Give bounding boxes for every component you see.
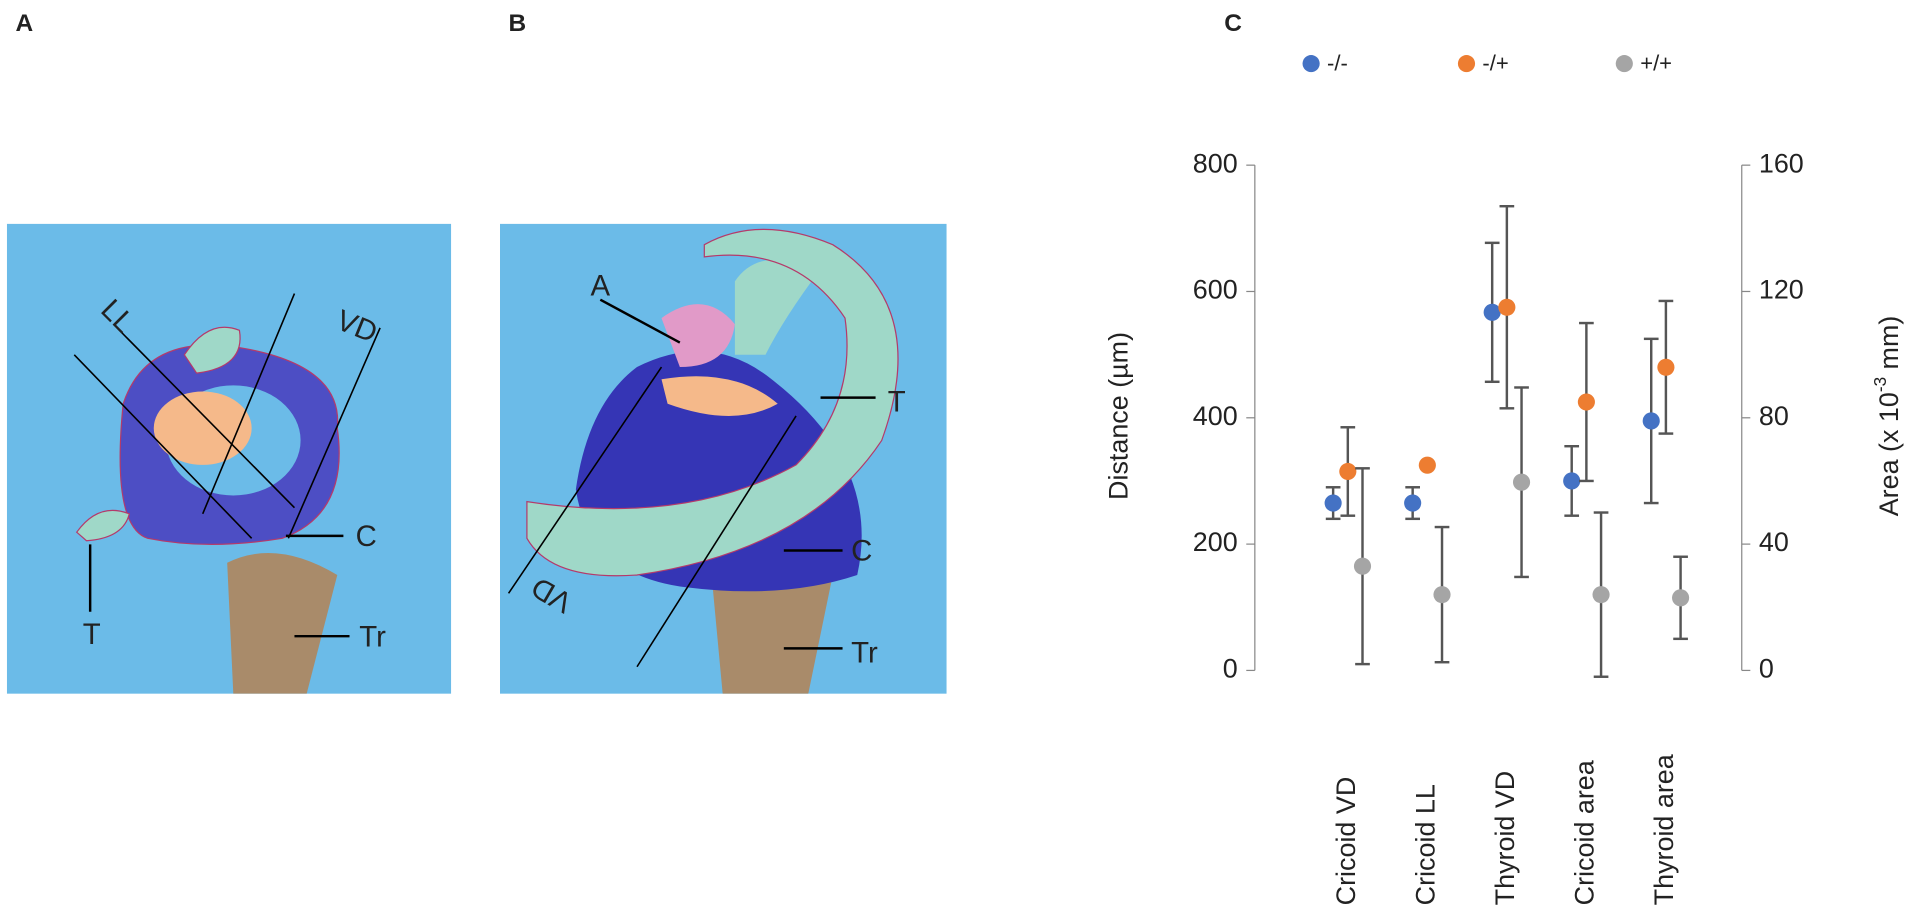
y-axis-label: Distance (µm) (1103, 332, 1133, 500)
y2-tick-label: 40 (1759, 527, 1789, 557)
label: C (356, 520, 377, 553)
dot (1577, 393, 1595, 411)
legend-marker (1457, 55, 1476, 73)
dot (1324, 494, 1342, 512)
panel-letter: A (16, 10, 34, 37)
trachea (227, 552, 338, 694)
label: Tr (851, 636, 878, 669)
panel-b: B A T C Tr VD (500, 10, 947, 694)
dot (1418, 456, 1436, 474)
dot (1353, 557, 1372, 575)
label: T (888, 385, 906, 418)
dot (1483, 303, 1501, 321)
legend-label: -/+ (1482, 51, 1508, 76)
dot (1404, 494, 1422, 512)
measure-lines (507, 366, 797, 668)
y-tick-label: 400 (1193, 401, 1238, 431)
thyroid-fragment (183, 326, 241, 374)
panel-a: A LL VD T C Tr (6, 10, 452, 694)
legend-label: +/+ (1640, 51, 1672, 76)
dot (1563, 472, 1581, 490)
y-tick-label: 0 (1223, 654, 1238, 684)
y2-tick-label: 80 (1759, 401, 1789, 431)
dot (1657, 358, 1675, 376)
panel-letter: C (1224, 10, 1242, 37)
dot (1642, 412, 1660, 430)
label: T (83, 618, 101, 651)
dot (1512, 473, 1531, 491)
thyroid (526, 228, 899, 577)
measure-lines (73, 293, 381, 539)
cross-section (153, 391, 252, 465)
thyroid (734, 259, 821, 355)
legend-label: -/- (1327, 51, 1348, 76)
legend-marker (1302, 55, 1320, 73)
label-part: Area (x 10 (1874, 392, 1904, 516)
x-tick-label: Cricoid VD (1331, 777, 1361, 906)
x-tick-label: Thyroid area (1649, 754, 1679, 905)
y-tick-label: 200 (1193, 527, 1238, 557)
dot (1592, 586, 1610, 604)
y2-axis-label: Area (x 10-3 mm) (1871, 316, 1904, 517)
y-tick-label: 800 (1193, 148, 1238, 178)
label: Tr (359, 620, 386, 653)
dot (1672, 589, 1690, 607)
dot (1339, 462, 1357, 481)
dot (1498, 298, 1516, 316)
legend-marker (1615, 55, 1633, 73)
thyroid-fragment (75, 509, 131, 542)
label: C (851, 535, 872, 568)
arytenoid (661, 304, 735, 368)
leader (599, 298, 681, 344)
x-tick-label: Thyroid VD (1490, 771, 1520, 906)
label-part: mm) (1874, 316, 1904, 377)
y-tick-label: 600 (1193, 275, 1238, 305)
dot (1433, 586, 1451, 604)
panel-letter: B (509, 10, 527, 37)
x-tick-label: Cricoid area (1569, 760, 1599, 905)
y2-tick-label: 0 (1759, 654, 1774, 684)
x-tick-label: Cricoid LL (1410, 784, 1440, 905)
y2-tick-label: 120 (1759, 275, 1804, 305)
cross-section (661, 376, 778, 416)
y2-tick-label: 160 (1759, 148, 1804, 178)
label: A (591, 269, 611, 302)
label-part: -3 (1871, 377, 1890, 392)
